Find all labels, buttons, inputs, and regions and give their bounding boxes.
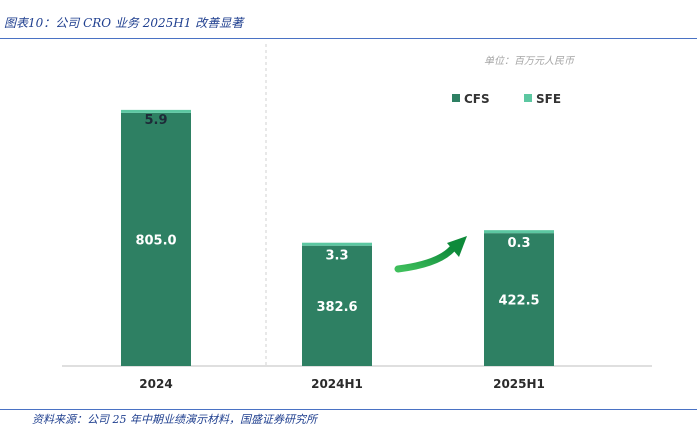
legend: CFS SFE [452, 92, 561, 106]
data-label-cfs-2024h1: 382.6 [316, 300, 357, 315]
source-rule [0, 409, 697, 410]
bar-cfs-2024 [121, 112, 191, 366]
x-tick-label-2024: 2024 [139, 377, 172, 391]
x-tick-label-2024h1: 2024H1 [311, 377, 363, 391]
data-label-sfe-2024h1: 3.3 [325, 249, 348, 264]
figure-title: 图表10：公司 CRO 业务 2025H1 改善显著 [4, 16, 244, 30]
bar-sfe-2024 [121, 109, 191, 113]
figure-source: 资料来源：公司 25 年中期业绩演示材料，国盛证券研究所 [32, 413, 317, 426]
legend-swatch-cfs [452, 94, 460, 102]
data-label-sfe-2025h1: 0.3 [507, 236, 530, 251]
unit-label: 单位：百万元人民币 [484, 55, 576, 67]
bar-sfe-2024h1 [302, 242, 372, 246]
data-label-sfe-2024: 5.9 [144, 113, 167, 128]
legend-label-cfs: CFS [464, 92, 490, 106]
data-label-cfs-2025h1: 422.5 [498, 294, 539, 309]
x-tick-label-2025h1: 2025H1 [493, 377, 545, 391]
bar-sfe-2025h1 [484, 230, 554, 234]
title-rule [0, 38, 697, 39]
bar-cfs-2025h1 [484, 233, 554, 366]
increase-arrow-icon [394, 236, 467, 273]
data-label-cfs-2024: 805.0 [135, 233, 176, 248]
bar-cfs-2024h1 [302, 245, 372, 366]
legend-label-sfe: SFE [536, 92, 561, 106]
legend-swatch-sfe [524, 94, 532, 102]
